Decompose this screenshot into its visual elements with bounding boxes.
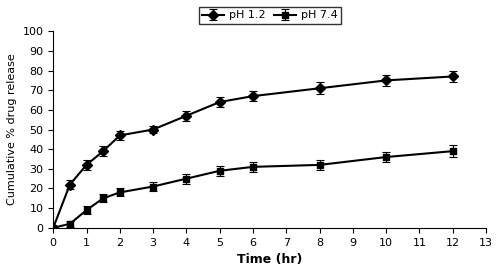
X-axis label: Time (hr): Time (hr) — [237, 253, 302, 266]
Legend: pH 1.2, pH 7.4: pH 1.2, pH 7.4 — [198, 7, 341, 24]
Y-axis label: Cumulative % drug release: Cumulative % drug release — [7, 54, 17, 205]
